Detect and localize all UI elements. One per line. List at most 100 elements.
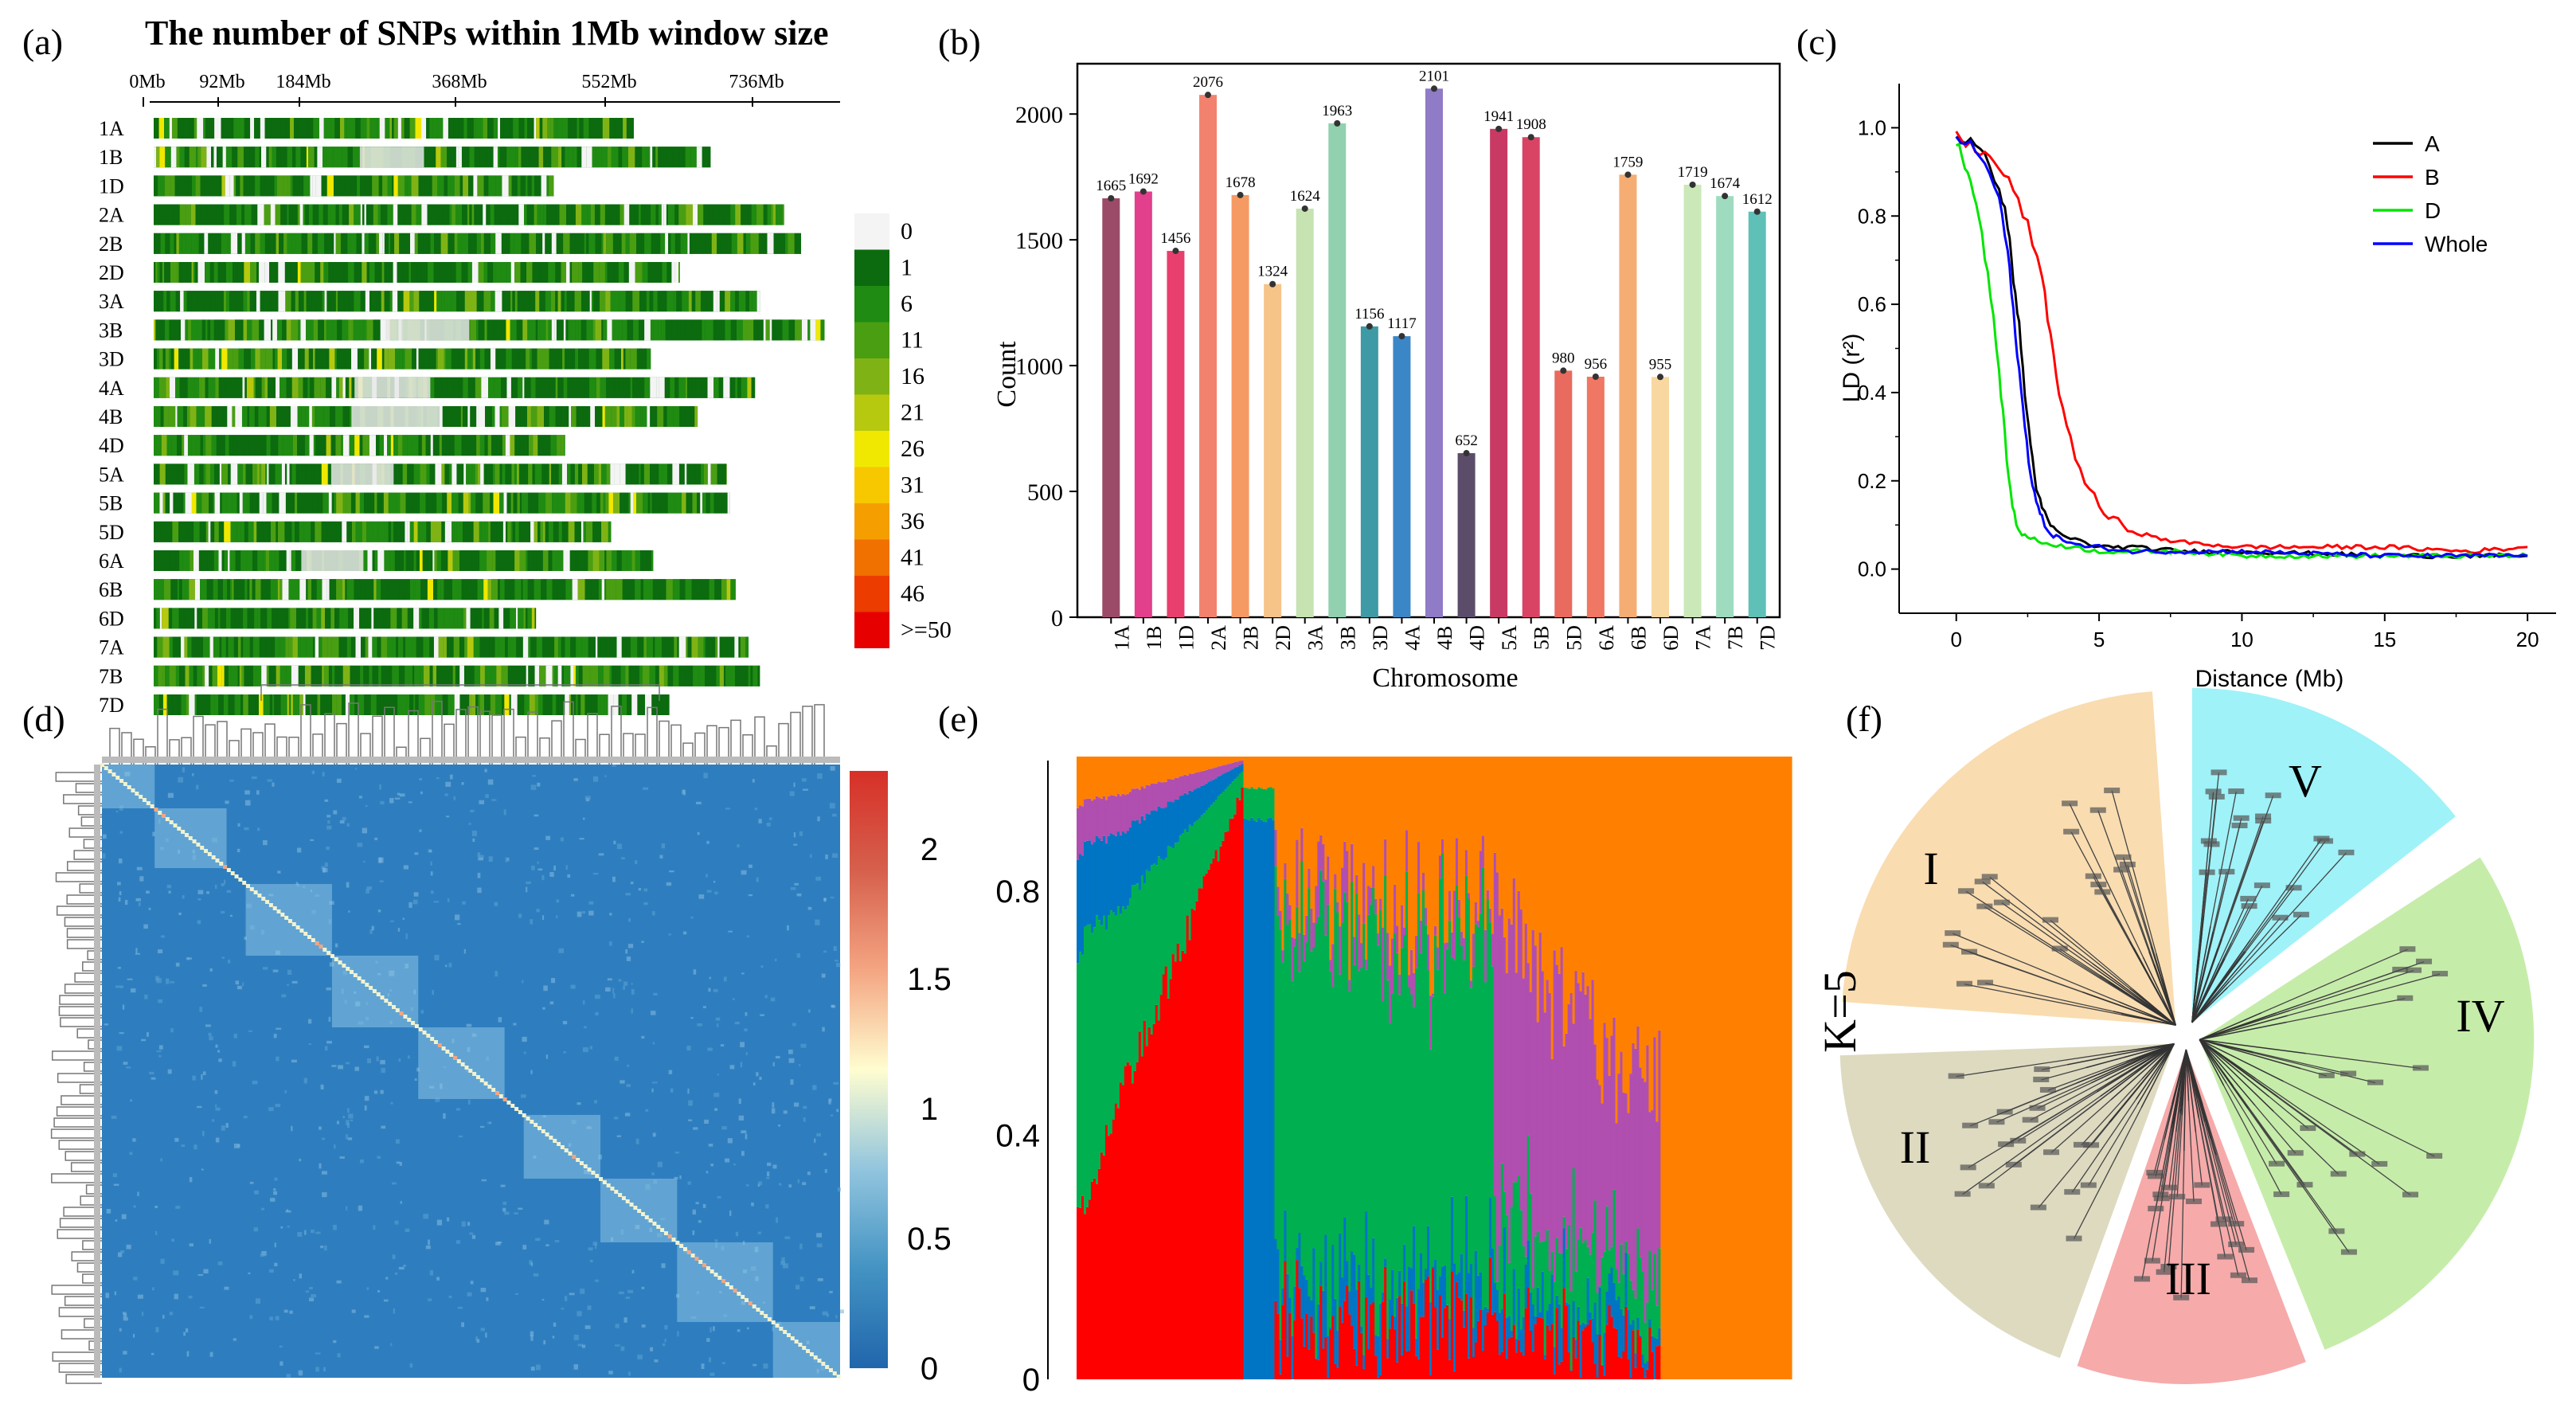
panel-d-cell — [467, 1222, 471, 1226]
panel-a-bin — [432, 118, 438, 139]
panel-b-xtick-label: 1B — [1143, 626, 1166, 650]
panel-e-ancestry-segment — [1443, 943, 1447, 993]
panel-a-bin — [400, 521, 405, 542]
panel-a-bin — [195, 175, 201, 197]
panel-a-bin — [170, 348, 174, 370]
panel-a-bin — [360, 579, 365, 600]
panel-a-bin — [671, 319, 678, 341]
panel-e-ancestry-segment — [1104, 843, 1108, 930]
panel-d-cell — [710, 1164, 714, 1167]
panel-a-bin — [182, 233, 186, 254]
panel-e-ancestry-segment — [1405, 830, 1409, 872]
panel-a-bin — [527, 319, 530, 341]
panel-d-dendro-branch — [58, 1006, 102, 1016]
panel-a-bin — [315, 636, 319, 658]
panel-d-dendro-branch — [181, 737, 192, 765]
panel-d-cell — [693, 1127, 698, 1130]
panel-d-cell — [679, 1175, 682, 1179]
panel-a-legend-label: 0 — [901, 218, 913, 244]
panel-a-bin — [205, 175, 212, 197]
panel-e-ancestry-segment — [1116, 794, 1120, 832]
panel-e-ancestry-segment — [1319, 1261, 1323, 1286]
panel-a-bin — [429, 636, 434, 658]
panel-a-bin — [623, 348, 626, 370]
panel-a-bin — [501, 406, 509, 427]
panel-a-bin — [643, 579, 651, 600]
panel-d-cell — [577, 1311, 582, 1316]
panel-a-bin — [622, 147, 628, 168]
panel-e-ancestry-segment — [1200, 785, 1204, 816]
panel-d-cell — [137, 1294, 143, 1299]
panel-label-a: (a) — [22, 22, 63, 62]
panel-a-bin — [483, 463, 487, 485]
panel-a-bin — [288, 608, 291, 629]
panel-e-ancestry-segment — [1422, 890, 1425, 1283]
panel-e-ancestry-segment — [1296, 757, 1299, 840]
panel-a-bin — [335, 406, 342, 427]
panel-a-bin — [355, 492, 360, 514]
panel-a-bin — [344, 175, 352, 197]
panel-a-bin — [460, 406, 463, 427]
panel-e-ancestry-segment — [1233, 757, 1237, 763]
panel-e-ancestry-segment — [1169, 757, 1173, 780]
panel-d-dendro-branch — [539, 737, 550, 765]
panel-d-cell — [229, 914, 233, 917]
panel-a-chromosome-bar — [154, 492, 730, 514]
panel-d-cell — [385, 1277, 389, 1280]
panel-d-cell — [321, 866, 325, 870]
panel-a-bin — [264, 118, 271, 139]
panel-a-bin — [458, 118, 464, 139]
panel-a-bin — [323, 665, 329, 686]
panel-e-ancestry-segment — [1214, 757, 1218, 768]
panel-e-ancestry-segment — [1462, 757, 1466, 938]
panel-a-bin — [317, 147, 323, 168]
panel-a-bin — [177, 579, 179, 600]
panel-d-cell — [112, 1173, 118, 1178]
panel-a-bin — [374, 262, 382, 283]
panel-e-ancestry-segment — [1452, 890, 1456, 960]
panel-a-bin — [154, 492, 160, 514]
panel-a-bin — [250, 665, 253, 686]
panel-d-dendro-branch — [56, 905, 102, 916]
panel-e-ancestry-segment — [1445, 949, 1449, 1305]
panel-a-bin — [173, 204, 180, 225]
panel-a-bin — [411, 550, 414, 571]
panel-d-cell — [627, 1289, 634, 1293]
panel-d-cell — [333, 810, 338, 815]
panel-a-bin — [162, 665, 166, 686]
panel-a-bin — [639, 665, 643, 686]
panel-a-bin — [213, 319, 219, 341]
panel-a-bin — [259, 463, 262, 485]
panel-a-bin — [346, 492, 351, 514]
panel-e-ancestry-segment — [1420, 1316, 1423, 1379]
panel-a-bin — [345, 636, 347, 658]
panel-d-dendro-branch — [778, 722, 789, 765]
panel-a-bin — [709, 579, 715, 600]
panel-c-ld-decay: 0.00.20.40.60.81.00 5 10 15 20 LD (r²) Dista… — [1839, 84, 2556, 692]
panel-a-bin — [191, 262, 193, 283]
panel-a-bin — [440, 694, 443, 715]
panel-e-ancestry-segment — [1126, 793, 1130, 831]
panel-a-bin — [484, 521, 489, 542]
panel-a-bin — [181, 694, 186, 715]
panel-a-bin — [342, 406, 350, 427]
panel-d-cell — [518, 913, 522, 918]
panel-e-ancestry-segment — [1081, 1195, 1085, 1379]
panel-e-ancestry-segment — [1346, 851, 1349, 902]
panel-a-bin — [498, 348, 506, 370]
panel-b-xtick-label: 5A — [1498, 625, 1521, 651]
panel-e-ancestry-segment — [1425, 908, 1428, 925]
panel-d-diagonal-cell — [756, 1308, 760, 1312]
panel-a-bin — [354, 204, 359, 225]
panel-e-ancestry-segment — [1164, 858, 1168, 967]
panel-a-bin — [568, 319, 570, 341]
panel-a-bin — [524, 204, 527, 225]
panel-a-bin — [491, 665, 497, 686]
panel-e-ancestry-segment — [1226, 757, 1230, 765]
panel-a-bin — [479, 147, 483, 168]
panel-a-bin — [299, 204, 303, 225]
panel-e-ancestry-segment — [1090, 932, 1094, 1182]
panel-d-cell — [807, 1171, 811, 1175]
panel-a-bin — [298, 291, 301, 312]
panel-a-bin — [191, 435, 197, 456]
